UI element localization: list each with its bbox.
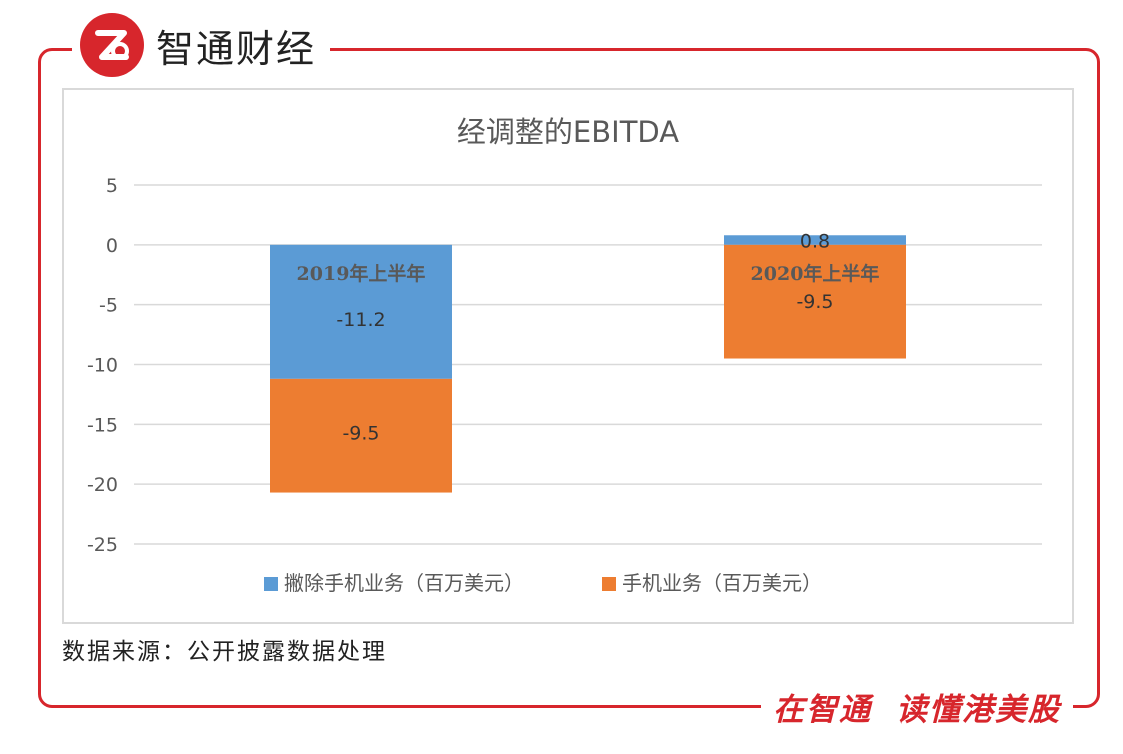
chart-svg: 经调整的EBITDA 5 0 -5 -10 -15 -20 -25 -11.2 -9.5 2019年… (87, 115, 1042, 595)
y-tick-label: -25 (87, 534, 118, 556)
y-tick-label: -5 (99, 295, 118, 317)
data-source-note: 数据来源：公开披露数据处理 (62, 639, 387, 665)
legend-swatch-1 (602, 577, 616, 591)
legend-swatch-0 (264, 577, 278, 591)
bar-orange-0 (270, 378, 452, 493)
y-tick-label: 0 (106, 235, 118, 257)
brand-header: 智通财经 (72, 10, 331, 80)
data-label: 0.8 (800, 230, 830, 252)
category-label: 2020年上半年 (751, 262, 880, 285)
y-tick-label: 5 (106, 175, 118, 197)
bar-orange-1 (724, 244, 906, 359)
footer-slogan-part2: 读懂港美股 (896, 692, 1061, 728)
outer-frame (38, 48, 1100, 708)
category-label: 2019年上半年 (297, 262, 426, 285)
y-tick-label: -10 (87, 355, 118, 377)
footer-slogan: 在智通 读懂港美股 (761, 684, 1073, 729)
brand-name: 智通财经 (156, 26, 317, 71)
y-tick-label: -15 (87, 414, 118, 436)
y-tick-label: -20 (87, 474, 118, 496)
legend-entry-0: 撇除手机业务（百万美元） (284, 571, 524, 595)
data-label: -11.2 (336, 309, 385, 331)
chart-container: 经调整的EBITDA 5 0 -5 -10 -15 -20 -25 -11.2 -9.5 2019年… (62, 88, 1074, 624)
brand-logo-icon (80, 13, 144, 77)
chart-title: 经调整的EBITDA (457, 115, 679, 149)
bar-blue-0 (270, 244, 452, 379)
legend-entry-1: 手机业务（百万美元） (622, 571, 822, 595)
footer-slogan-part1: 在智通 (773, 692, 872, 728)
bar-blue-1 (724, 235, 906, 245)
data-label: -9.5 (796, 291, 833, 313)
data-label: -9.5 (342, 423, 379, 445)
